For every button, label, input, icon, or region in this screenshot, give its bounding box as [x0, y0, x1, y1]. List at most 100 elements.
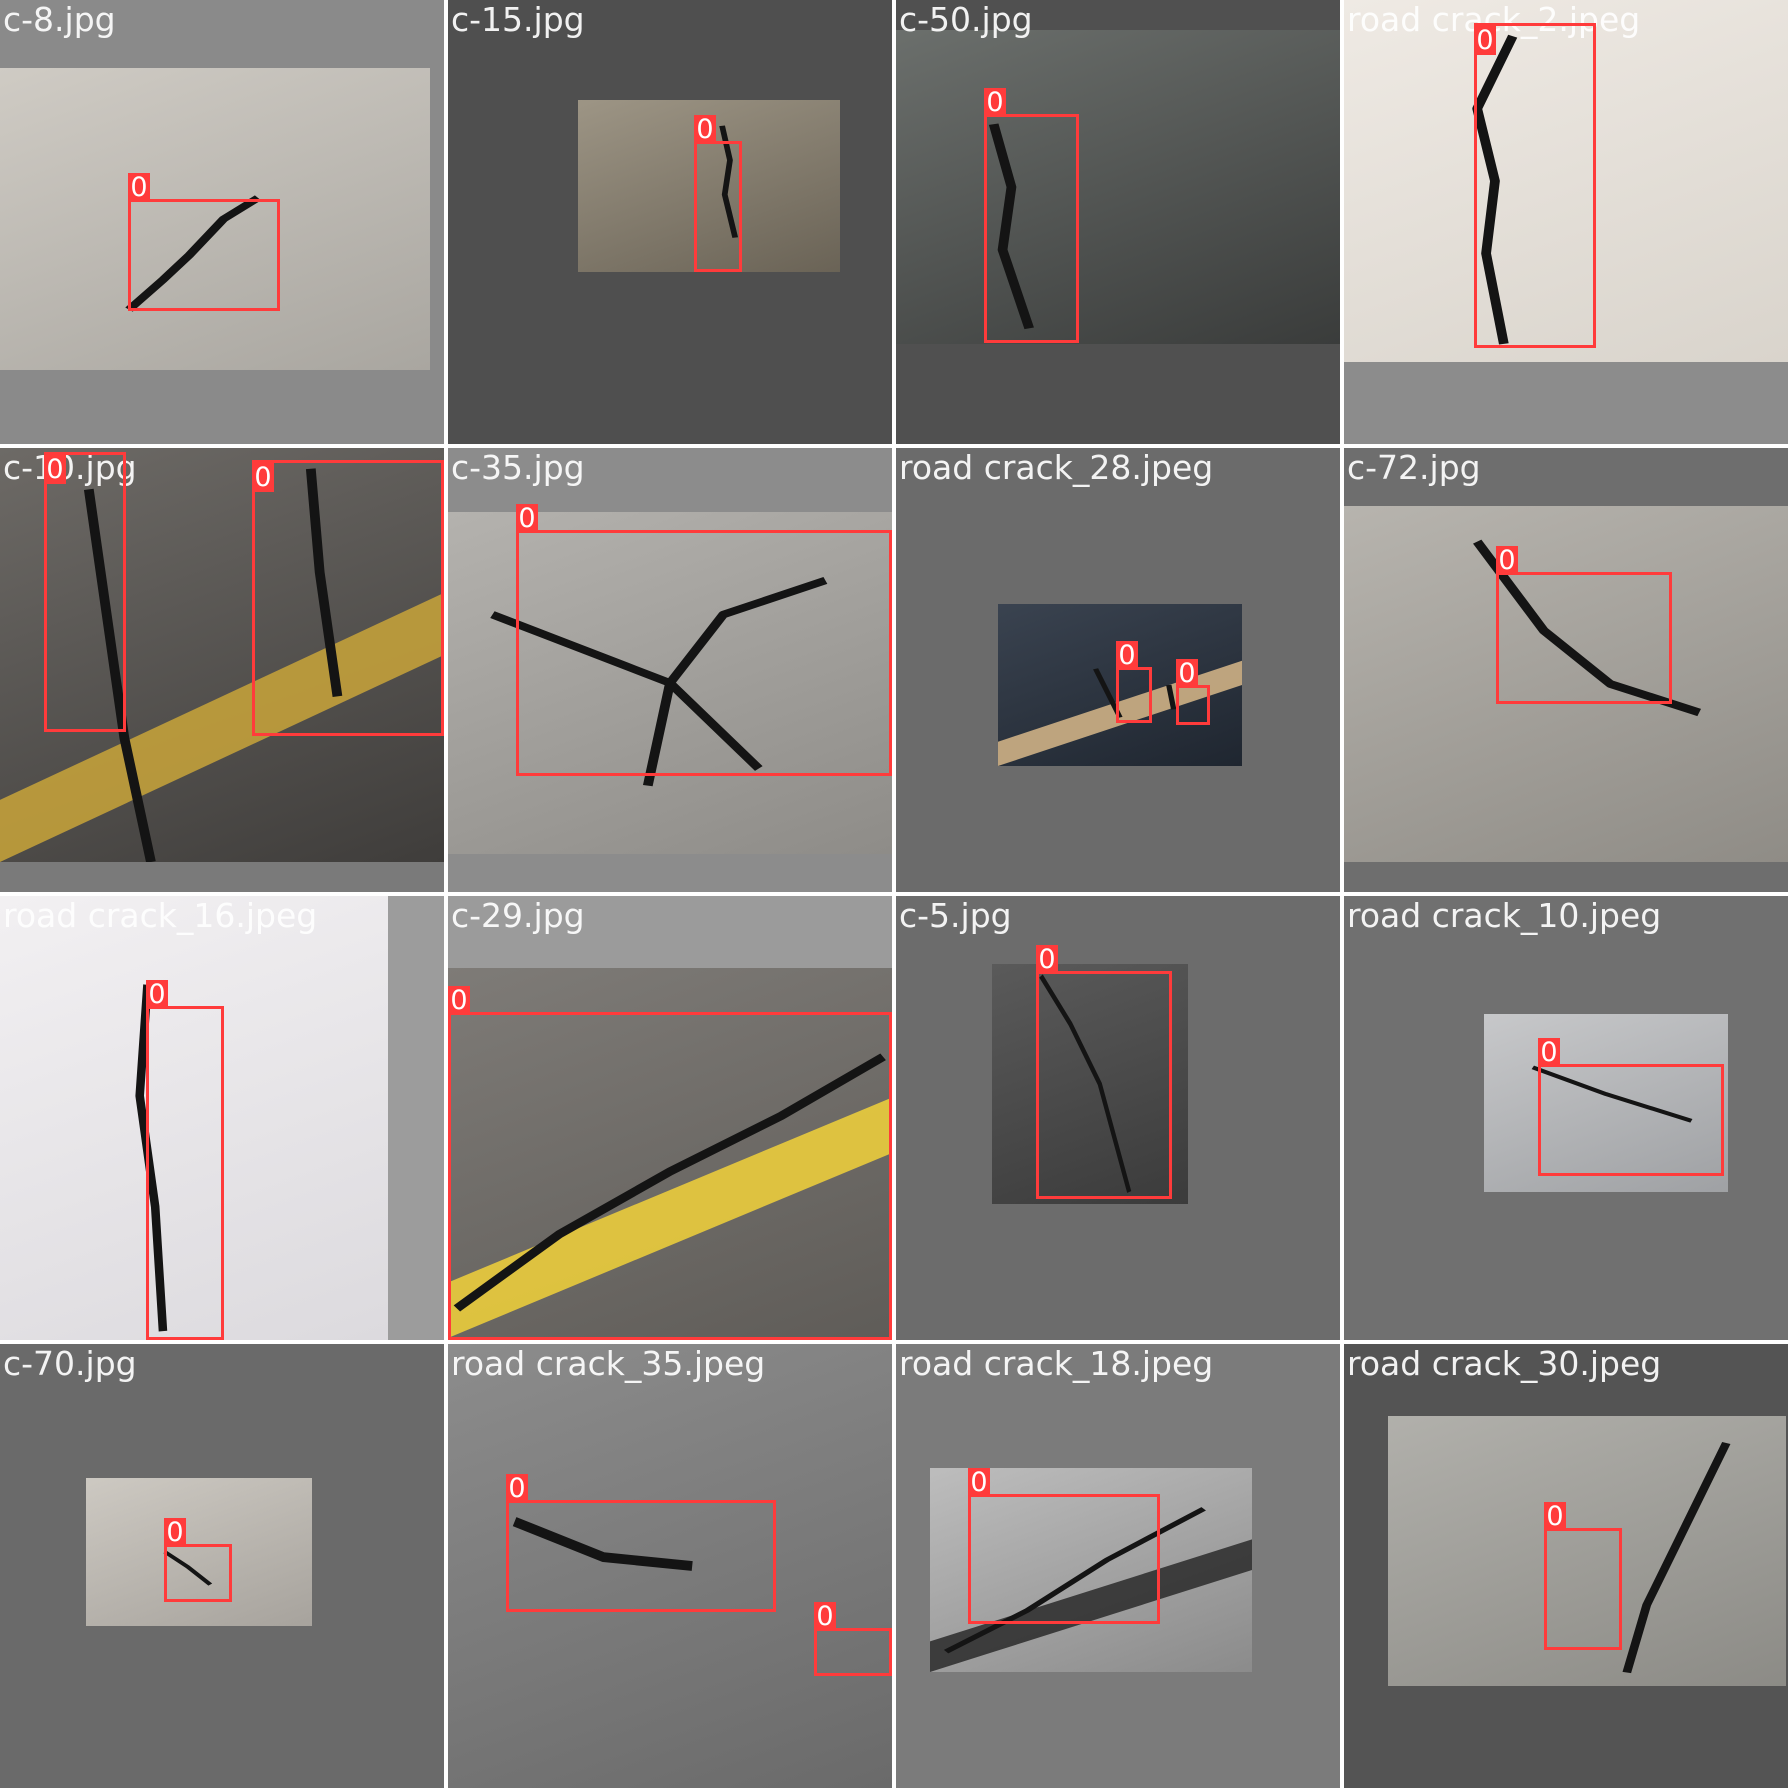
tile-c-35: c-35.jpg 0: [448, 448, 892, 892]
tile-filename: c-70.jpg: [3, 1344, 137, 1383]
road-photo: [896, 30, 1340, 344]
road-photo: [1484, 1014, 1728, 1192]
tile-c-8: c-8.jpg 0: [0, 0, 444, 444]
crack-illustration: [930, 1507, 1252, 1672]
detection-box: 0: [1176, 659, 1210, 725]
tile-road-crack-35: road crack_35.jpeg 0 0: [448, 1344, 892, 1788]
crack-path: [943, 1507, 1206, 1654]
detection-box: 0: [694, 115, 742, 272]
crack-path: [1472, 34, 1518, 345]
crack-path: [83, 468, 343, 862]
crack-illustration: [1622, 1442, 1731, 1674]
tile-filename: c-15.jpg: [451, 0, 585, 39]
tile-c-70: c-70.jpg 0: [0, 1344, 444, 1788]
tile-road-crack-upper: road crack_2.jpeg 0: [1344, 0, 1788, 444]
detection-class-label: 0: [1036, 945, 1058, 974]
tile-filename: road crack_30.jpeg: [1347, 1344, 1662, 1383]
detection-box: 0: [516, 504, 892, 776]
tile-filename: road crack_28.jpeg: [899, 448, 1214, 487]
detection-box: 0: [506, 1474, 776, 1612]
detection-class-label: 0: [984, 88, 1006, 117]
detection-class-label: 0: [968, 1468, 990, 1497]
road-photo: [992, 964, 1188, 1204]
detection-class-label: 0: [516, 504, 538, 533]
road-photo: [448, 1344, 892, 1788]
tile-road-crack-18: road crack_18.jpeg 0: [896, 1344, 1340, 1788]
crack-illustration: [490, 576, 828, 787]
detection-box: 0: [448, 986, 892, 1340]
detection-class-label: 0: [814, 1602, 836, 1631]
tile-filename: c-29.jpg: [451, 896, 585, 935]
tile-filename: c-5.jpg: [899, 896, 1012, 935]
tile-filename: c-35.jpg: [451, 448, 585, 487]
detection-box: 0: [44, 452, 126, 732]
tile-c-15: c-15.jpg 0: [448, 0, 892, 444]
detection-class-label: 0: [128, 173, 150, 202]
crack-path: [512, 1517, 693, 1571]
road-photo: [930, 1468, 1252, 1672]
road-photo: [0, 896, 388, 1340]
crack-path: [125, 195, 262, 312]
detection-box: 0: [164, 1518, 232, 1602]
tile-filename: c-8.jpg: [3, 0, 116, 39]
crack-illustration: [1531, 1065, 1693, 1123]
crack-illustration: [512, 1517, 693, 1571]
detection-class-label: 0: [252, 463, 274, 492]
road-photo: [1388, 1416, 1786, 1686]
detection-box: 0: [146, 980, 224, 1340]
crack-path: [163, 1550, 213, 1586]
detection-class-label: 0: [1496, 546, 1518, 575]
crack-illustration: [1473, 539, 1702, 717]
crack-path: [1039, 974, 1132, 1193]
road-photo: [448, 512, 892, 854]
detection-class-label: 0: [448, 986, 470, 1015]
detection-class-label: 0: [694, 115, 716, 144]
tile-filename: c-72.jpg: [1347, 448, 1481, 487]
tile-c-5: c-5.jpg 0: [896, 896, 1340, 1340]
tile-filename: c-10.jpg: [3, 448, 137, 487]
crack-illustration: [988, 123, 1034, 330]
detection-class-label: 0: [1474, 26, 1496, 55]
tile-filename: c-50.jpg: [899, 0, 1033, 39]
tile-c-10: c-10.jpg 0 0: [0, 448, 444, 892]
tile-filename: road crack_10.jpeg: [1347, 896, 1662, 935]
detection-box: 0: [1538, 1038, 1724, 1176]
detection-class-label: 0: [1116, 641, 1138, 670]
detection-box: 0: [1036, 945, 1172, 1199]
crack-illustration: [163, 1550, 213, 1586]
road-photo: [1344, 0, 1788, 362]
crack-path: [1622, 1442, 1731, 1674]
detection-box: 0: [128, 173, 280, 311]
tile-c-50: c-50.jpg 0: [896, 0, 1340, 444]
crack-path: [453, 1053, 886, 1312]
crack-illustration: [1472, 34, 1518, 345]
road-photo: [0, 68, 430, 370]
crack-illustration: [0, 468, 444, 862]
crack-path: [490, 576, 828, 787]
detection-box: 0: [1116, 641, 1152, 723]
crack-path: [1531, 1065, 1693, 1123]
road-photo: [1344, 506, 1788, 862]
detection-class-label: 0: [506, 1474, 528, 1503]
detection-box: 0: [1474, 23, 1596, 348]
detection-class-label: 0: [1538, 1038, 1560, 1067]
road-marking: [930, 1539, 1252, 1672]
detection-box: 0: [1496, 546, 1672, 704]
tile-filename: road crack_16.jpeg: [3, 896, 318, 935]
tile-road-crack-30: road crack_30.jpeg 0: [1344, 1344, 1788, 1788]
detection-box: 0: [814, 1602, 892, 1676]
tile-road-crack-16: road crack_16.jpeg 0: [0, 896, 444, 1340]
crack-illustration: [125, 195, 262, 312]
tile-road-crack-10: road crack_10.jpeg 0: [1344, 896, 1788, 1340]
crack-illustration: [448, 1053, 892, 1338]
detection-box: 0: [968, 1468, 1160, 1624]
crack-path: [1093, 668, 1177, 718]
detection-class-label: 0: [146, 980, 168, 1009]
crack-path: [988, 123, 1034, 330]
detection-class-label: 0: [1544, 1502, 1566, 1531]
road-photo: [0, 448, 444, 862]
crack-illustration: [1039, 974, 1132, 1193]
detection-class-label: 0: [1176, 659, 1198, 688]
road-marking: [448, 1097, 892, 1338]
